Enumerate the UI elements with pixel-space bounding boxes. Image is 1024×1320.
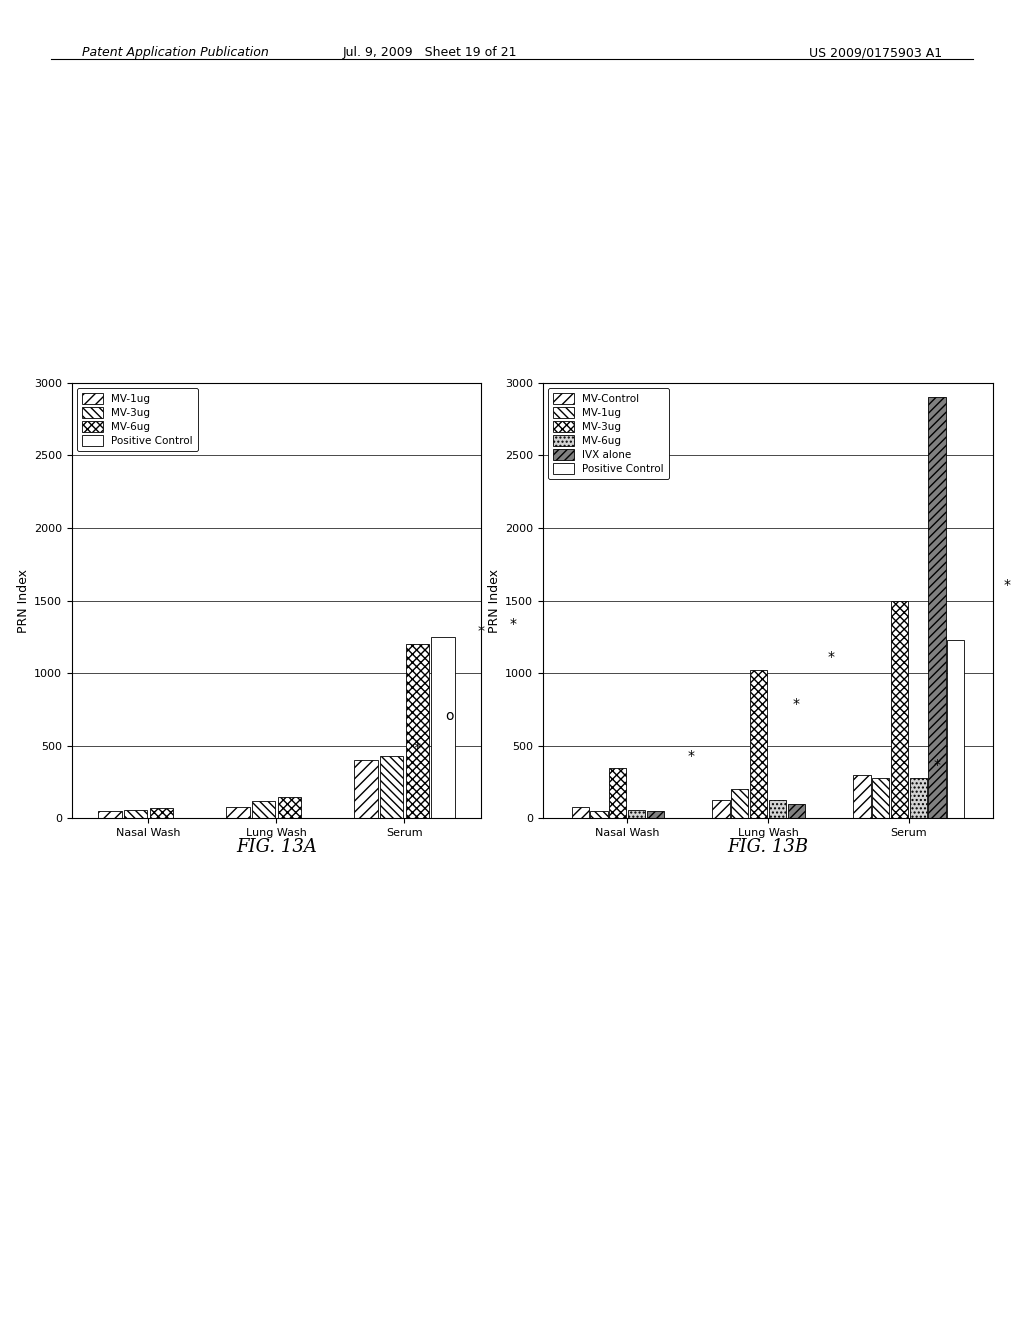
- Text: FIG. 13A: FIG. 13A: [237, 838, 316, 857]
- Text: o: o: [445, 709, 454, 722]
- Y-axis label: PRN Index: PRN Index: [487, 569, 501, 632]
- Bar: [769, 800, 786, 818]
- Text: *: *: [478, 624, 484, 639]
- Text: Patent Application Publication: Patent Application Publication: [82, 46, 268, 59]
- Bar: [947, 640, 965, 818]
- Bar: [571, 807, 589, 818]
- Bar: [713, 800, 730, 818]
- Text: FIG. 13B: FIG. 13B: [727, 838, 809, 857]
- Bar: [431, 636, 455, 818]
- Legend: MV-1ug, MV-3ug, MV-6ug, Positive Control: MV-1ug, MV-3ug, MV-6ug, Positive Control: [77, 388, 198, 451]
- Bar: [853, 775, 870, 818]
- Bar: [98, 810, 122, 818]
- Text: *: *: [934, 758, 940, 772]
- Bar: [278, 796, 301, 818]
- Text: *: *: [414, 741, 421, 755]
- Text: US 2009/0175903 A1: US 2009/0175903 A1: [809, 46, 942, 59]
- Text: *: *: [687, 750, 694, 763]
- Bar: [731, 789, 749, 818]
- Bar: [150, 808, 173, 818]
- Bar: [226, 807, 250, 818]
- Text: *: *: [1004, 578, 1011, 591]
- Bar: [628, 809, 645, 818]
- Bar: [787, 804, 805, 818]
- Bar: [647, 810, 664, 818]
- Bar: [124, 809, 147, 818]
- Legend: MV-Control, MV-1ug, MV-3ug, MV-6ug, IVX alone, Positive Control: MV-Control, MV-1ug, MV-3ug, MV-6ug, IVX …: [548, 388, 669, 479]
- Bar: [354, 760, 378, 818]
- Bar: [891, 601, 908, 818]
- Y-axis label: PRN Index: PRN Index: [16, 569, 30, 632]
- Text: *: *: [510, 616, 517, 631]
- Bar: [252, 801, 275, 818]
- Text: *: *: [793, 697, 800, 711]
- Bar: [406, 644, 429, 818]
- Bar: [609, 768, 627, 818]
- Bar: [872, 777, 889, 818]
- Text: *: *: [827, 651, 835, 664]
- Bar: [750, 671, 767, 818]
- Text: Jul. 9, 2009   Sheet 19 of 21: Jul. 9, 2009 Sheet 19 of 21: [343, 46, 517, 59]
- Bar: [929, 397, 945, 818]
- Bar: [909, 777, 927, 818]
- Bar: [591, 810, 607, 818]
- Bar: [380, 756, 403, 818]
